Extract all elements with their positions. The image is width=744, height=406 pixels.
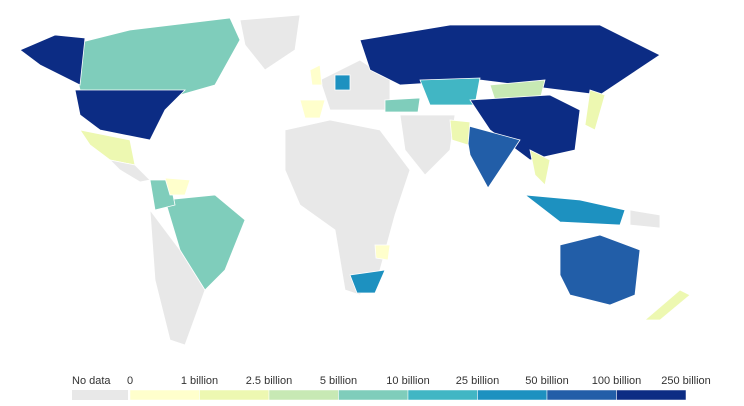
legend-swatch xyxy=(338,389,409,401)
legend-tick-label: 0 xyxy=(127,375,133,387)
region xyxy=(239,14,301,71)
region xyxy=(629,209,661,229)
legend-tick-label: 250 billion xyxy=(661,375,711,387)
region xyxy=(584,89,606,131)
no-data-swatch xyxy=(72,390,128,400)
legend-swatch xyxy=(616,389,687,401)
region xyxy=(643,289,691,321)
region xyxy=(449,119,471,146)
world-map xyxy=(19,14,691,346)
region xyxy=(469,94,581,161)
region xyxy=(319,59,391,111)
legend-swatch xyxy=(199,389,270,401)
region xyxy=(374,244,391,261)
legend-swatch xyxy=(546,389,617,401)
region xyxy=(108,159,151,183)
region xyxy=(299,99,326,119)
region xyxy=(164,177,191,196)
legend-swatch xyxy=(268,389,339,401)
legend-swatch xyxy=(129,389,200,401)
region xyxy=(309,64,323,86)
region xyxy=(164,194,246,291)
legend: No data 0 1 billion 2.5 billion 5 billion 10… xyxy=(72,375,711,401)
region xyxy=(19,34,86,86)
region xyxy=(529,149,551,186)
region xyxy=(69,17,241,96)
region xyxy=(559,234,641,306)
legend-swatch xyxy=(407,389,478,401)
region xyxy=(523,194,626,226)
legend-tick-label: 50 billion xyxy=(525,375,568,387)
legend-tick-label: 100 billion xyxy=(592,375,642,387)
region xyxy=(359,24,661,96)
region xyxy=(384,97,421,113)
region xyxy=(464,124,521,189)
region xyxy=(74,89,186,141)
no-data-label: No data xyxy=(72,375,111,387)
legend-swatch xyxy=(477,389,548,401)
region xyxy=(334,74,351,91)
legend-tick-label: 10 billion xyxy=(386,375,429,387)
legend-tick-label: 25 billion xyxy=(456,375,499,387)
legend-tick-label: 2.5 billion xyxy=(246,375,292,387)
legend-tick-label: 5 billion xyxy=(320,375,357,387)
region xyxy=(399,114,456,176)
legend-tick-label: 1 billion xyxy=(181,375,218,387)
region xyxy=(349,269,386,294)
region xyxy=(284,119,411,296)
